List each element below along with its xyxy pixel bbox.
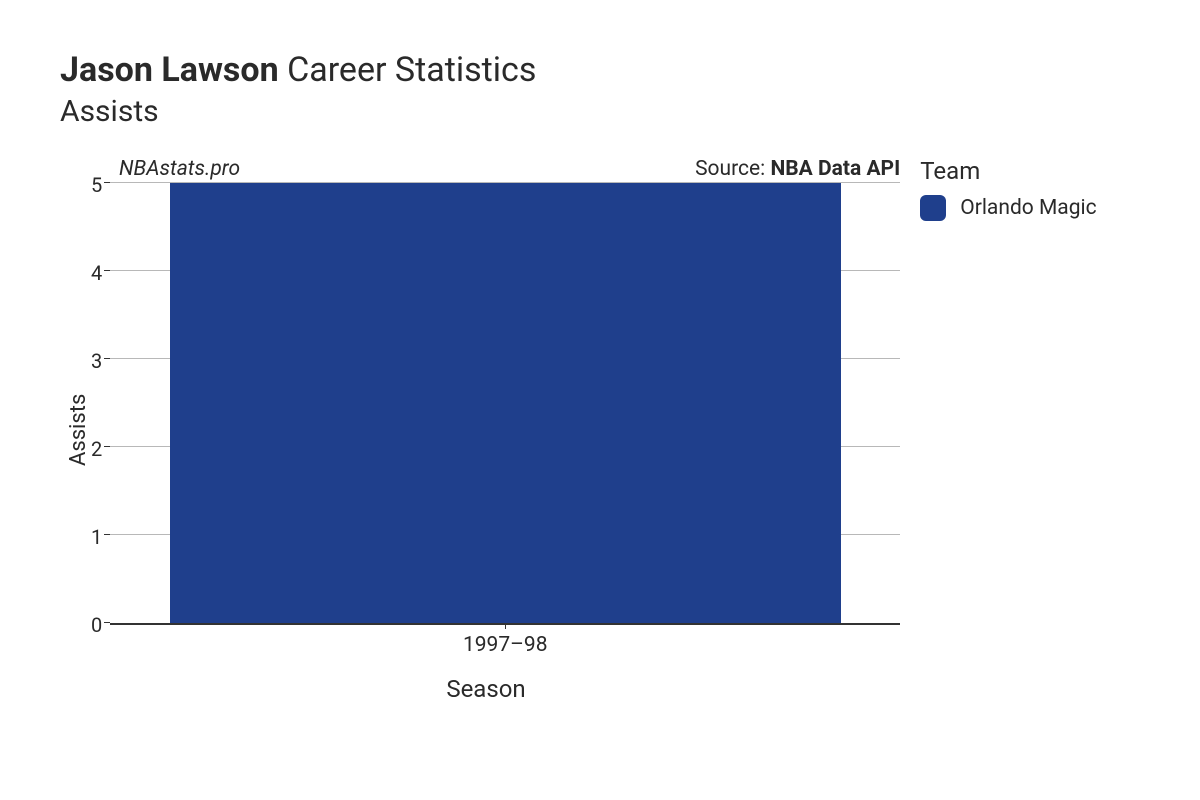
legend-item: Orlando Magic: [920, 195, 1096, 221]
chart-body: Assists NBAstats.pro Source: NBA Data AP…: [60, 157, 1160, 703]
legend-title: Team: [920, 157, 1096, 185]
y-tick-mark: [104, 358, 110, 359]
y-tick-mark: [104, 182, 110, 183]
y-tick-mark: [104, 534, 110, 535]
y-axis-label: Assists: [60, 210, 91, 650]
x-axis-label: Season: [91, 675, 881, 703]
player-name: Jason Lawson: [60, 50, 279, 90]
title-suffix: Career Statistics: [287, 50, 536, 90]
source-label: Source: NBA Data API: [695, 157, 900, 181]
plot-zone: NBAstats.pro Source: NBA Data API 543210…: [91, 157, 900, 703]
x-tick-mark: [505, 623, 506, 629]
legend-label: Orlando Magic: [960, 196, 1096, 220]
y-axis-ticks: 543210: [91, 185, 110, 625]
plot-area: 1997–98: [110, 185, 900, 625]
plot-header: NBAstats.pro Source: NBA Data API: [91, 157, 900, 185]
y-tick-mark: [104, 446, 110, 447]
y-tick-mark: [104, 622, 110, 623]
legend-swatch: [920, 195, 946, 221]
legend-items: Orlando Magic: [920, 195, 1096, 221]
watermark-text: NBAstats.pro: [119, 157, 240, 181]
bar: [170, 183, 842, 623]
source-prefix: Source:: [695, 157, 770, 181]
chart-title: Jason Lawson Career Statistics: [60, 50, 1160, 90]
plot-row: 543210 1997–98: [91, 185, 900, 625]
chart-subtitle: Assists: [60, 94, 1160, 129]
y-tick-mark: [104, 270, 110, 271]
chart-container: Jason Lawson Career Statistics Assists A…: [0, 0, 1200, 800]
source-name: NBA Data API: [770, 157, 900, 181]
legend: Team Orlando Magic: [900, 157, 1096, 221]
